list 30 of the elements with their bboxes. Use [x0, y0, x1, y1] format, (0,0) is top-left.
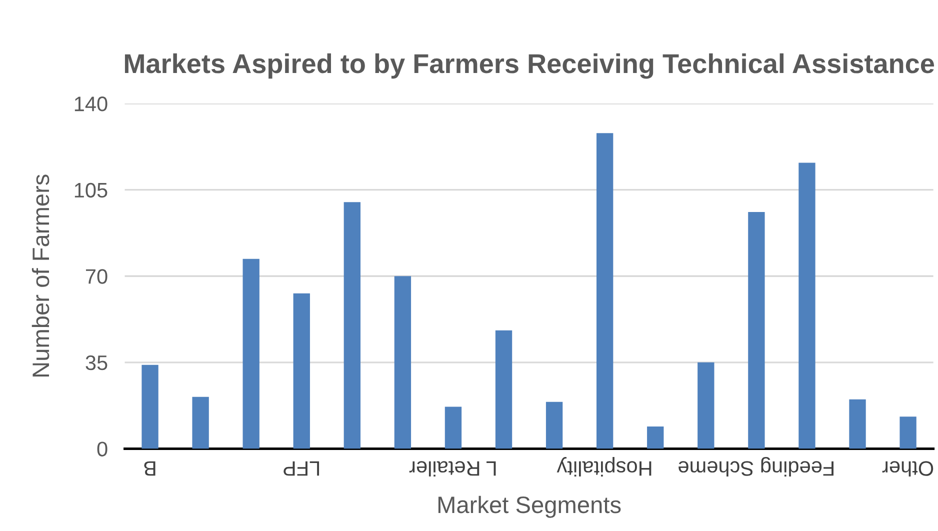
bar — [647, 426, 664, 449]
bar — [849, 399, 866, 449]
bar — [394, 276, 412, 449]
bar — [242, 258, 260, 449]
x-tick-label: Feeding Scheme — [678, 457, 834, 476]
x-tick-label: L Retailer — [409, 461, 496, 476]
bar — [798, 162, 816, 449]
bar — [748, 212, 765, 449]
bar — [596, 133, 614, 449]
y-tick-label: 105 — [74, 182, 108, 198]
chart-title: Markets Aspired to by Farmers Receiving Technical Assistance — [124, 53, 934, 79]
x-tick-label: B — [144, 461, 156, 476]
x-tick-label: Hospitality — [556, 457, 652, 476]
bar — [900, 416, 916, 449]
bar — [142, 364, 158, 449]
bar — [495, 330, 512, 449]
y-axis-title: Number of Farmers — [32, 174, 50, 377]
bar — [344, 202, 360, 449]
bar — [293, 293, 310, 449]
bar — [698, 362, 714, 449]
y-tick-label: 140 — [74, 96, 108, 112]
x-axis-title: Market Segments — [438, 496, 621, 518]
y-tick-label: 0 — [97, 442, 108, 456]
y-tick-label: 70 — [86, 269, 108, 284]
bar — [546, 402, 563, 449]
bar — [192, 396, 209, 449]
x-tick-label: LFP — [284, 461, 320, 476]
bar — [444, 406, 462, 449]
y-tick-label: 35 — [86, 355, 108, 370]
x-tick-label: Other — [882, 461, 934, 476]
